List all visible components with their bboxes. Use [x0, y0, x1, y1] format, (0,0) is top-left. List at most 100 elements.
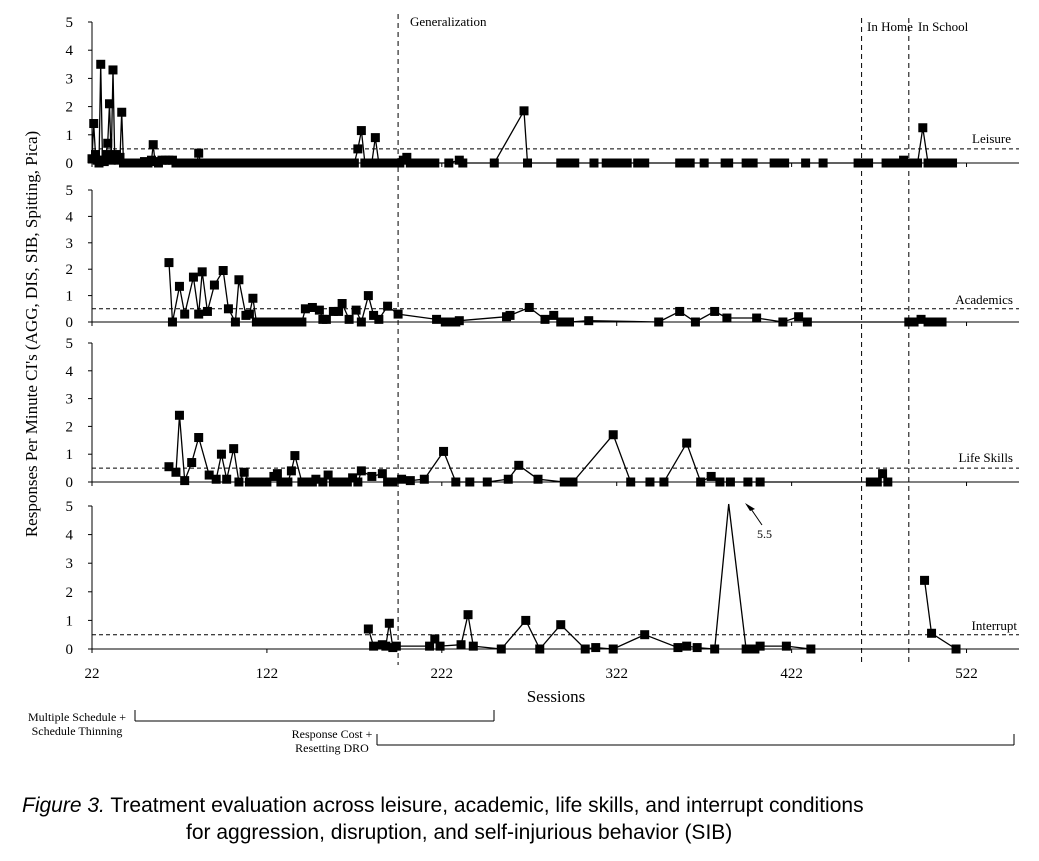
- data-point: [514, 460, 524, 470]
- data-point: [640, 158, 650, 168]
- data-point: [913, 158, 923, 168]
- data-point: [568, 477, 578, 487]
- y-tick-label: 1: [66, 289, 74, 305]
- annotation-5-5: 5.5: [757, 527, 772, 541]
- data-point: [148, 140, 158, 150]
- data-point: [300, 304, 310, 314]
- data-point: [234, 275, 244, 285]
- data-point: [564, 317, 574, 327]
- bracket-response-cost-label-1: Response Cost +: [292, 727, 373, 741]
- data-point: [353, 144, 363, 154]
- data-point: [741, 644, 751, 654]
- data-point: [725, 477, 735, 487]
- data-point: [381, 158, 391, 168]
- data-point: [383, 477, 393, 487]
- y-tick-label: 3: [66, 236, 74, 252]
- data-point: [706, 471, 716, 481]
- bracket-multiple-schedule-label-1: Multiple Schedule +: [28, 710, 126, 724]
- phase-label-in-home: In Home: [867, 19, 913, 34]
- data-point: [883, 477, 893, 487]
- y-tick-label: 2: [66, 585, 74, 601]
- data-point: [521, 615, 531, 625]
- panel-academics: 0 1 2 3 4 5 Academics: [66, 183, 1019, 331]
- data-point: [164, 258, 174, 268]
- data-point: [174, 410, 184, 420]
- data-point: [699, 158, 709, 168]
- y-tick-label: 2: [66, 100, 74, 116]
- data-point: [103, 138, 113, 148]
- y-tick-label: 3: [66, 556, 74, 572]
- data-point: [211, 474, 221, 484]
- data-point: [180, 309, 190, 319]
- data-point: [283, 477, 293, 487]
- data-point: [489, 158, 499, 168]
- data-point: [659, 477, 669, 487]
- data-point: [440, 317, 450, 327]
- bracket-response-cost: Response Cost + Resetting DRO: [292, 727, 1015, 755]
- data-point: [456, 640, 466, 650]
- y-tick-label: 2: [66, 262, 74, 278]
- data-point: [262, 477, 272, 487]
- data-point: [446, 317, 456, 327]
- data-point: [314, 305, 324, 315]
- data-point: [104, 99, 114, 109]
- data-point: [377, 469, 387, 479]
- data-point: [818, 158, 828, 168]
- data-point: [272, 469, 282, 479]
- data-point: [752, 313, 762, 323]
- data-point: [451, 477, 461, 487]
- data-point: [188, 272, 198, 282]
- data-point: [115, 152, 125, 162]
- y-tick-label: 0: [66, 156, 74, 172]
- data-point: [202, 306, 212, 316]
- data-point: [948, 158, 958, 168]
- data-point: [524, 302, 534, 312]
- y-tick-label: 0: [66, 475, 74, 491]
- data-point: [402, 152, 412, 162]
- data-point: [930, 317, 940, 327]
- y-tick-label: 4: [66, 528, 74, 544]
- y-tick-label: 4: [66, 43, 74, 59]
- data-point: [311, 474, 321, 484]
- data-point: [608, 430, 618, 440]
- data-point: [435, 641, 445, 651]
- data-point: [806, 644, 816, 654]
- data-point: [209, 280, 219, 290]
- data-point: [559, 477, 569, 487]
- data-point: [951, 644, 961, 654]
- data-point: [465, 477, 475, 487]
- data-point: [523, 158, 533, 168]
- data-point: [194, 433, 204, 443]
- data-point: [318, 477, 328, 487]
- data-point: [230, 317, 240, 327]
- data-point: [909, 317, 919, 327]
- y-tick-label: 4: [66, 209, 74, 225]
- data-point: [463, 610, 473, 620]
- data-point: [363, 291, 373, 301]
- data-point: [755, 641, 765, 651]
- y-tick-label: 1: [66, 447, 74, 463]
- data-point: [690, 317, 700, 327]
- data-point: [194, 148, 204, 158]
- data-point: [342, 477, 352, 487]
- data-point: [353, 477, 363, 487]
- data-point: [722, 313, 732, 323]
- data-point: [535, 644, 545, 654]
- y-tick-label: 5: [66, 336, 74, 352]
- data-point: [918, 123, 928, 133]
- data-point: [334, 306, 344, 316]
- data-point: [349, 158, 359, 168]
- x-tick-label: 422: [780, 666, 803, 682]
- data-point: [626, 477, 636, 487]
- data-point: [864, 158, 874, 168]
- panel-label-life-skills: Life Skills: [958, 450, 1013, 465]
- data-point: [482, 477, 492, 487]
- data-point: [878, 469, 888, 479]
- y-tick-label: 1: [66, 128, 74, 144]
- data-point: [549, 310, 559, 320]
- data-point: [584, 316, 594, 326]
- data-point: [367, 471, 377, 481]
- panel-interrupt: 0 1 2 3 4 5 Interrupt: [66, 499, 1019, 658]
- data-point: [570, 158, 580, 168]
